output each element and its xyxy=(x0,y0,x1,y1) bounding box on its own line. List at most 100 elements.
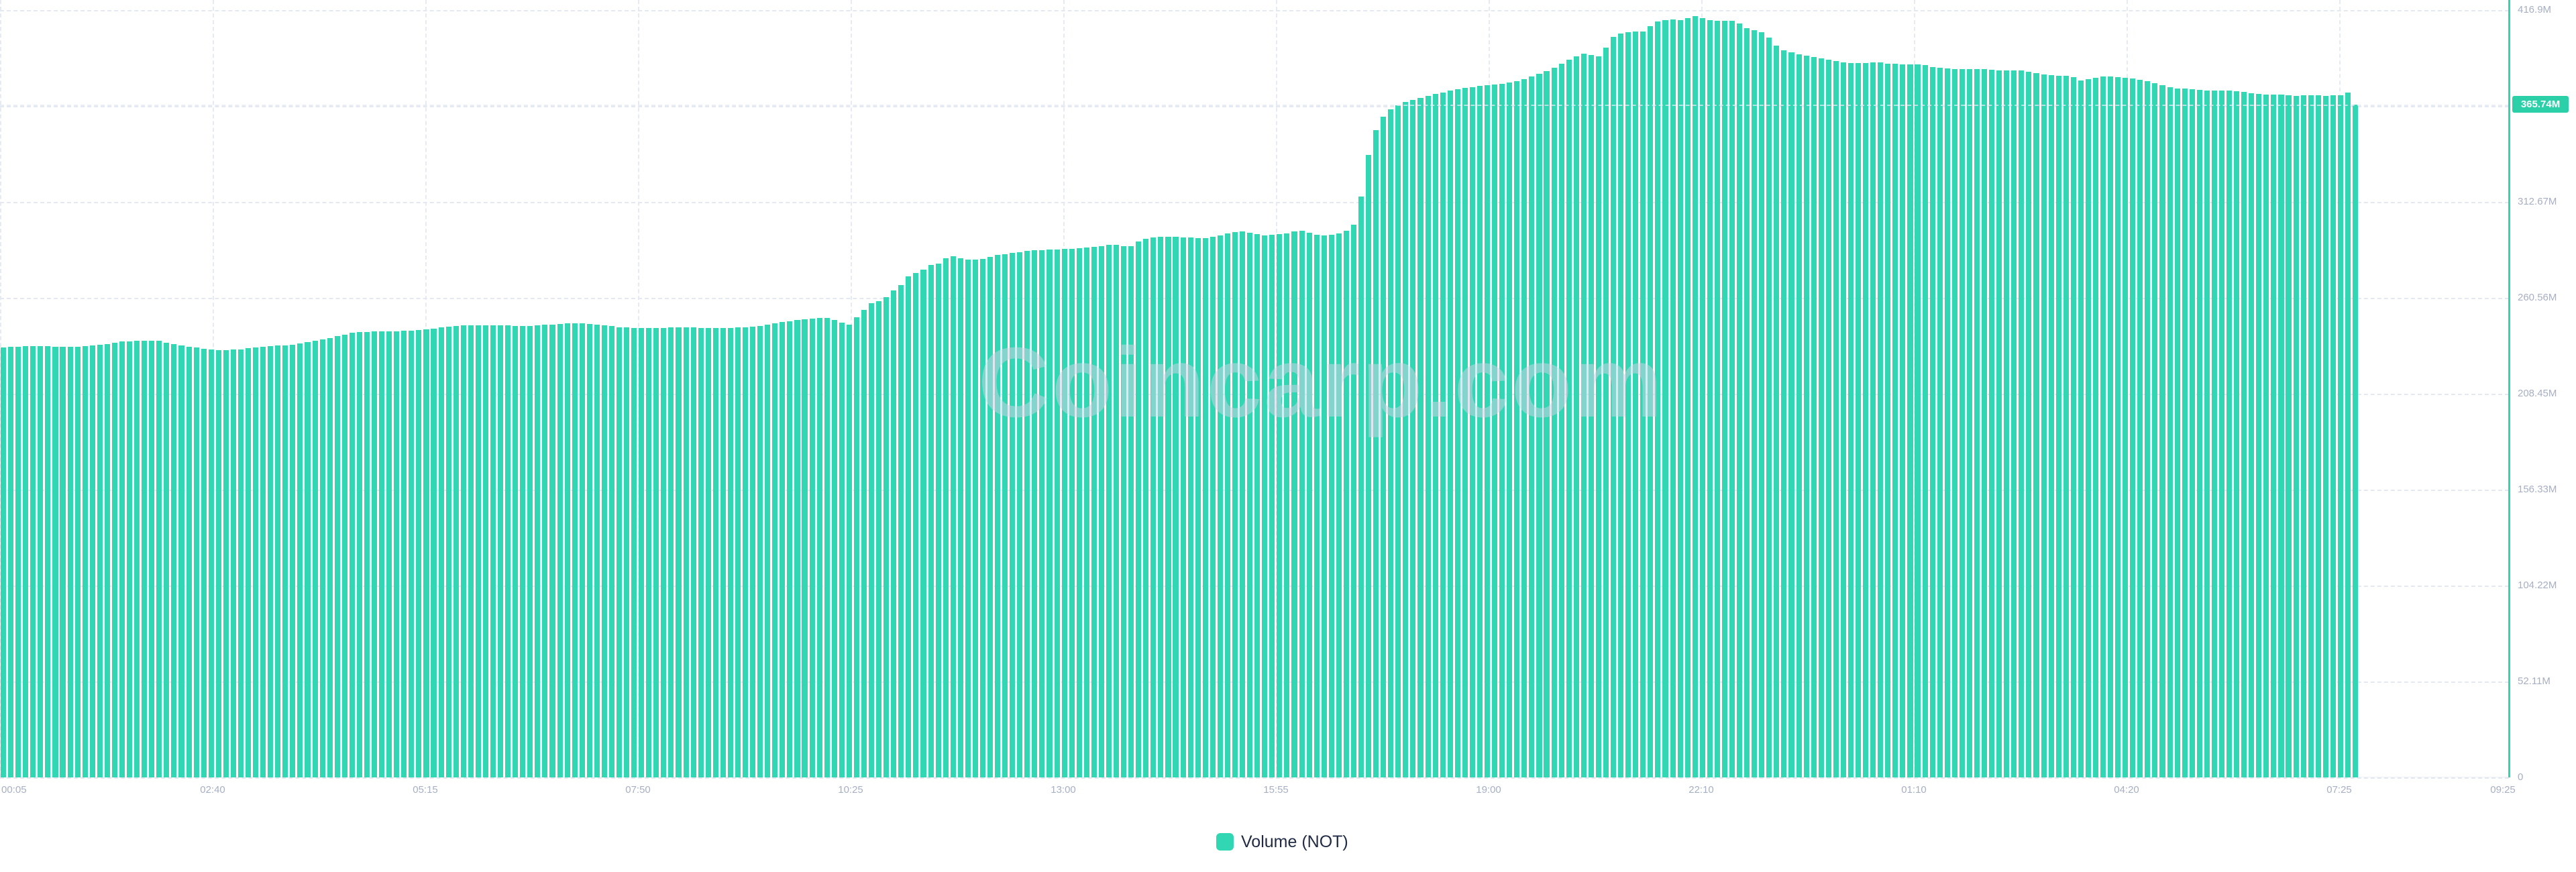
volume-bar[interactable] xyxy=(1076,248,1082,777)
volume-bar[interactable] xyxy=(2108,76,2114,777)
volume-bar[interactable] xyxy=(794,320,800,777)
volume-bar[interactable] xyxy=(2026,71,2032,777)
volume-bar[interactable] xyxy=(920,270,926,777)
volume-bar[interactable] xyxy=(2218,91,2225,777)
volume-bar[interactable] xyxy=(356,332,362,777)
volume-bar[interactable] xyxy=(38,346,44,777)
volume-bar[interactable] xyxy=(2041,74,2047,777)
volume-bar[interactable] xyxy=(253,347,259,777)
volume-bar[interactable] xyxy=(149,340,155,777)
volume-bar[interactable] xyxy=(2322,95,2328,777)
volume-bar[interactable] xyxy=(2278,95,2284,777)
volume-bar[interactable] xyxy=(802,319,808,777)
volume-bar[interactable] xyxy=(2286,95,2292,777)
volume-bar[interactable] xyxy=(1388,109,1394,777)
volume-bar[interactable] xyxy=(513,325,519,777)
volume-bar[interactable] xyxy=(2070,76,2076,777)
volume-bar[interactable] xyxy=(1114,245,1120,777)
volume-bar[interactable] xyxy=(1640,31,1646,777)
volume-bar[interactable] xyxy=(1366,155,1372,777)
volume-bar[interactable] xyxy=(2300,95,2306,777)
volume-bar[interactable] xyxy=(23,346,29,777)
legend-volume-not[interactable]: Volume (NOT) xyxy=(1216,832,1348,852)
volume-bar[interactable] xyxy=(1847,62,1854,777)
volume-bar[interactable] xyxy=(1974,68,1980,777)
volume-bar[interactable] xyxy=(712,327,718,777)
volume-bar[interactable] xyxy=(193,347,199,777)
volume-bar[interactable] xyxy=(223,350,229,777)
volume-bar[interactable] xyxy=(305,342,311,777)
volume-bar[interactable] xyxy=(2189,89,2195,777)
volume-bar[interactable] xyxy=(965,259,971,777)
volume-bar[interactable] xyxy=(1766,38,1772,777)
volume-bar[interactable] xyxy=(409,330,415,777)
volume-bar[interactable] xyxy=(1989,70,1995,777)
volume-bar[interactable] xyxy=(639,328,645,777)
volume-bar[interactable] xyxy=(423,329,429,777)
volume-bar[interactable] xyxy=(1010,253,1016,777)
volume-bar[interactable] xyxy=(82,346,88,777)
volume-bar[interactable] xyxy=(2337,95,2343,777)
volume-bar[interactable] xyxy=(498,325,504,777)
volume-bar[interactable] xyxy=(1878,62,1884,777)
volume-bar[interactable] xyxy=(2078,80,2084,777)
volume-bar[interactable] xyxy=(438,327,444,777)
volume-bar[interactable] xyxy=(1966,68,1972,777)
volume-bar[interactable] xyxy=(928,265,934,777)
volume-bar[interactable] xyxy=(2092,77,2098,777)
volume-bar[interactable] xyxy=(15,346,21,777)
volume-bar[interactable] xyxy=(1454,89,1460,777)
volume-bar[interactable] xyxy=(2130,78,2136,777)
volume-bar[interactable] xyxy=(780,322,786,777)
volume-bar[interactable] xyxy=(1951,68,1957,777)
volume-bar[interactable] xyxy=(1061,249,1067,777)
volume-bar[interactable] xyxy=(1054,249,1060,777)
volume-bar[interactable] xyxy=(676,327,682,777)
volume-bar[interactable] xyxy=(97,344,103,777)
volume-bar[interactable] xyxy=(142,340,148,777)
volume-bar[interactable] xyxy=(1395,105,1401,777)
volume-bar[interactable] xyxy=(1202,237,1208,777)
volume-bar[interactable] xyxy=(1825,60,1831,777)
volume-bar[interactable] xyxy=(1833,61,1839,777)
volume-bar[interactable] xyxy=(8,347,14,777)
volume-bar[interactable] xyxy=(2123,77,2129,777)
volume-bar[interactable] xyxy=(913,273,919,777)
volume-bar[interactable] xyxy=(1863,63,1869,777)
volume-bar[interactable] xyxy=(1240,231,1246,777)
volume-bar[interactable] xyxy=(1803,56,1809,777)
volume-bar[interactable] xyxy=(1670,19,1676,777)
volume-bar[interactable] xyxy=(201,348,207,777)
volume-bar[interactable] xyxy=(260,346,266,777)
volume-bar[interactable] xyxy=(1982,69,1988,777)
volume-bar[interactable] xyxy=(527,325,533,777)
volume-bar[interactable] xyxy=(1996,70,2002,777)
volume-bar[interactable] xyxy=(431,328,437,777)
volume-bar[interactable] xyxy=(869,303,875,777)
volume-bar[interactable] xyxy=(2271,95,2277,777)
volume-bar[interactable] xyxy=(156,341,162,777)
volume-bar[interactable] xyxy=(1507,82,1513,777)
volume-bar[interactable] xyxy=(1195,238,1201,777)
volume-bar[interactable] xyxy=(1840,62,1846,777)
volume-bar[interactable] xyxy=(957,258,963,777)
volume-bar[interactable] xyxy=(935,263,941,777)
volume-bar[interactable] xyxy=(594,324,600,777)
volume-bar[interactable] xyxy=(1262,235,1268,777)
volume-bar[interactable] xyxy=(268,346,274,777)
volume-bar[interactable] xyxy=(2345,92,2351,777)
volume-bar[interactable] xyxy=(164,342,170,777)
volume-bar[interactable] xyxy=(1284,233,1290,777)
volume-bar[interactable] xyxy=(2263,94,2269,777)
volume-bar[interactable] xyxy=(2145,81,2151,777)
volume-bar[interactable] xyxy=(2048,75,2054,777)
volume-bar[interactable] xyxy=(943,258,949,777)
volume-bar[interactable] xyxy=(2293,95,2299,777)
volume-bar[interactable] xyxy=(1143,238,1149,777)
volume-bar[interactable] xyxy=(608,326,614,777)
volume-bar[interactable] xyxy=(2159,85,2165,777)
volume-bar[interactable] xyxy=(445,327,451,777)
volume-bar[interactable] xyxy=(824,317,830,777)
volume-bar[interactable] xyxy=(883,297,890,777)
volume-bar[interactable] xyxy=(1714,21,1720,777)
